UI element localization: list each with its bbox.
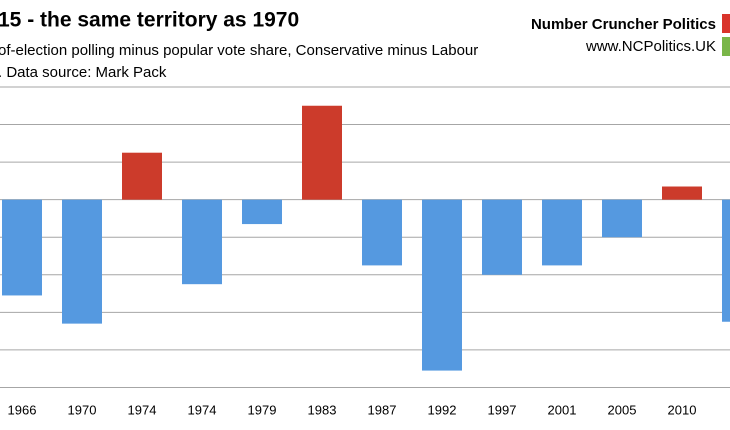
x-tick-label: 1997: [488, 402, 517, 417]
title-backdrop: [0, 0, 520, 84]
x-tick-label: 2010: [668, 402, 697, 417]
bar: [122, 152, 162, 200]
brand: Number Cruncher Politics: [531, 16, 716, 33]
bar: [2, 199, 42, 296]
bar: [302, 105, 342, 200]
x-tick-label: 2001: [548, 402, 577, 417]
x-tick-label: 2005: [608, 402, 637, 417]
bar: [362, 199, 402, 266]
bar: [242, 199, 282, 225]
website: www.NCPolitics.UK: [585, 38, 716, 55]
logo-green: [722, 37, 730, 56]
bar: [542, 199, 582, 266]
bars: [2, 105, 730, 371]
x-tick-label: 1987: [368, 402, 397, 417]
x-tick-label: 1983: [308, 402, 337, 417]
chart-source: . Data source: Mark Pack: [0, 64, 167, 81]
bar: [422, 199, 462, 371]
bar: [62, 199, 102, 324]
x-tick-label: 1974: [188, 402, 217, 417]
bar: [182, 199, 222, 285]
bar: [482, 199, 522, 275]
x-tick-label: 1992: [428, 402, 457, 417]
x-tick-label: 1974: [128, 402, 157, 417]
bar: [722, 199, 730, 322]
chart-title: 15 - the same territory as 1970: [0, 9, 299, 32]
chart-subtitle: of-election polling minus popular vote s…: [0, 42, 478, 59]
bar: [602, 199, 642, 238]
bar: [662, 186, 702, 200]
logo-red: [722, 14, 730, 33]
x-tick-label: 1979: [248, 402, 277, 417]
x-tick-label: 1966: [8, 402, 37, 417]
x-tick-label: 1970: [68, 402, 97, 417]
